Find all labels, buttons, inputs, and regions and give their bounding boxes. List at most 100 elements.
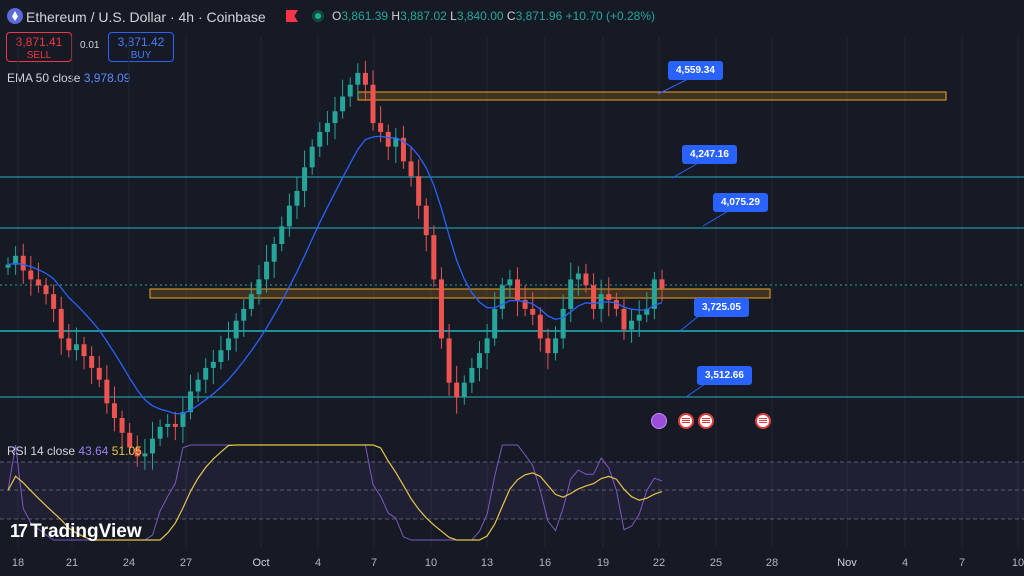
- candle-body: [340, 96, 346, 112]
- candle-body: [492, 308, 498, 339]
- candle-body: [241, 308, 247, 321]
- candle-body: [515, 279, 521, 301]
- candle-body: [104, 379, 110, 404]
- candle-body: [294, 190, 300, 206]
- x-axis-label: 18: [11, 557, 25, 569]
- candle-body: [568, 279, 574, 309]
- ohlc-readout: O3,861.39 H3,887.02 L3,840.00 C3,871.96 …: [332, 9, 656, 23]
- candle-body: [499, 285, 505, 309]
- ethereum-icon: [7, 8, 23, 24]
- us-flag-event-icon[interactable]: [698, 413, 714, 429]
- candle-body: [476, 353, 482, 368]
- candle-body: [233, 320, 239, 339]
- candle-body: [629, 320, 635, 330]
- candle-body: [226, 338, 232, 351]
- tradingview-logo[interactable]: 17 TradingView: [10, 521, 142, 542]
- ema-line: [7, 135, 663, 415]
- level-callout[interactable]: 4,075.29: [713, 193, 768, 212]
- candle-body: [309, 146, 315, 168]
- candle-body: [400, 137, 406, 162]
- candle-body: [659, 279, 665, 289]
- candle-body: [172, 423, 178, 427]
- ema-legend[interactable]: EMA 50 close 3,978.09: [7, 71, 131, 85]
- candle-body: [431, 235, 437, 280]
- candle-body: [393, 137, 399, 147]
- candle-body: [256, 279, 262, 295]
- level-callout[interactable]: 4,247.16: [682, 145, 737, 164]
- us-flag-event-icon[interactable]: [755, 413, 771, 429]
- candle-body: [302, 167, 308, 191]
- x-axis-label: 25: [709, 557, 723, 569]
- x-axis-label: 27: [179, 557, 193, 569]
- x-axis-label: Nov: [837, 557, 857, 569]
- callout-connector: [657, 77, 691, 95]
- candle-body: [96, 367, 102, 380]
- candle-body: [507, 279, 513, 286]
- support-zone: [149, 288, 771, 299]
- candle-body: [51, 294, 57, 309]
- callout-connector: [671, 161, 701, 179]
- candle-body: [355, 72, 361, 85]
- candle-body: [446, 338, 452, 383]
- candle-body: [553, 338, 559, 354]
- candle-body: [575, 273, 581, 280]
- candle-body: [142, 453, 148, 457]
- event-marker-icon[interactable]: [651, 413, 667, 429]
- market-status-icon[interactable]: [312, 10, 324, 22]
- candle-body: [423, 205, 429, 236]
- candle-body: [20, 255, 26, 271]
- candle-body: [332, 111, 338, 124]
- candle-body: [591, 285, 597, 309]
- candle-body: [218, 350, 224, 362]
- candle-body: [279, 226, 285, 245]
- level-callout[interactable]: 4,559.34: [668, 61, 723, 80]
- candle-body: [111, 403, 117, 419]
- candle-body: [370, 84, 376, 124]
- grid: [17, 36, 1019, 548]
- x-axis-label: Oct: [252, 557, 270, 569]
- tradingview-icon: 17: [10, 521, 28, 541]
- rsi-legend[interactable]: RSI 14 close 43.64 51.05: [7, 444, 142, 458]
- candle-body: [378, 123, 384, 132]
- symbol-title[interactable]: Ethereum / U.S. Dollar · 4h · Coinbase: [26, 9, 266, 25]
- candle-body: [583, 273, 589, 286]
- level-callout[interactable]: 3,725.05: [694, 298, 749, 317]
- candle-body: [324, 123, 330, 132]
- candle-body: [157, 426, 163, 439]
- candle-body: [73, 344, 79, 351]
- candle-body: [408, 161, 414, 177]
- candle-body: [28, 270, 34, 280]
- candle-body: [286, 205, 292, 227]
- x-axis-label: 7: [370, 557, 378, 569]
- candle-body: [43, 285, 49, 295]
- candle-body: [203, 367, 209, 380]
- x-axis-label: 7: [958, 557, 966, 569]
- candle-body: [537, 314, 543, 339]
- sell-button[interactable]: 3,871.41 SELL: [6, 32, 72, 62]
- level-callout[interactable]: 3,512.66: [697, 366, 752, 385]
- candle-body: [461, 382, 467, 398]
- us-flag-event-icon[interactable]: [678, 413, 694, 429]
- candle-body: [180, 412, 186, 427]
- candle-body: [5, 264, 11, 268]
- candle-body: [606, 294, 612, 301]
- x-axis-label: 19: [596, 557, 610, 569]
- candle-body: [469, 367, 475, 383]
- change-value: +10.70 (+0.28%): [565, 9, 656, 23]
- candle-body: [644, 308, 650, 315]
- candle-body: [545, 338, 551, 354]
- candle-body: [613, 300, 619, 309]
- candle-body: [362, 72, 368, 85]
- candle-body: [127, 432, 133, 448]
- candle-body: [165, 423, 171, 427]
- candle-body: [264, 261, 270, 280]
- candle-body: [119, 418, 125, 433]
- candle-body: [522, 300, 528, 309]
- candle-body: [210, 361, 216, 368]
- rsi-ma-line: [7, 444, 663, 541]
- flag-icon[interactable]: [286, 10, 298, 22]
- candle-body: [134, 447, 140, 457]
- x-axis-label: 22: [652, 557, 666, 569]
- candle-body: [621, 308, 627, 330]
